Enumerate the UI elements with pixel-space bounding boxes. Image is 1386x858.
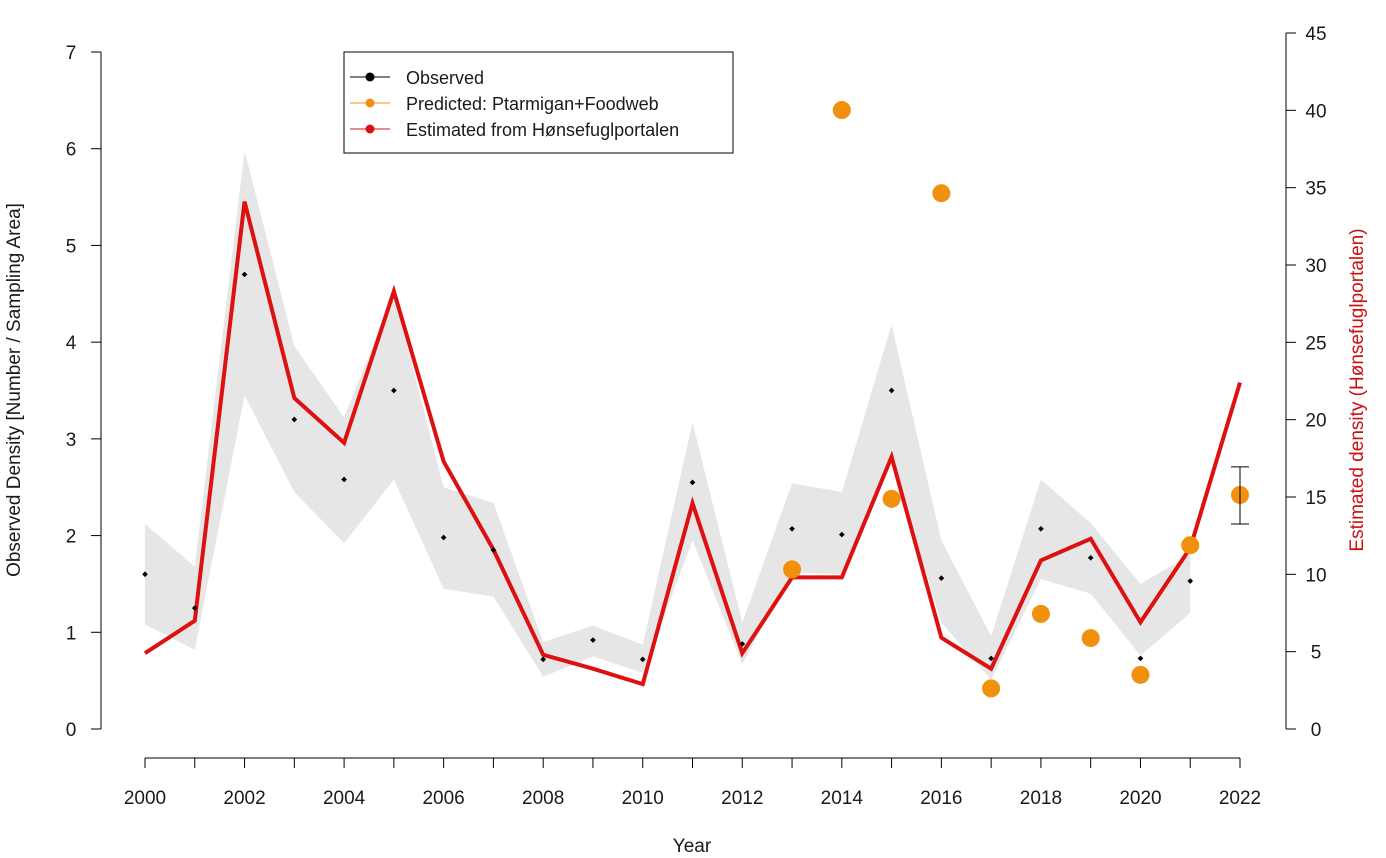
legend-box [343,51,734,154]
right-y-tick-label: 45 [1305,24,1326,45]
legend-entry-estimated: Estimated from Hønsefuglportalen [350,120,679,140]
x-axis-title: Year [673,836,712,857]
legend-observed-marker [365,72,375,82]
confidence-band-layer [145,150,1191,680]
observed-point [191,605,198,611]
observed-point [291,416,298,423]
legend-entry-predicted: Predicted: Ptarmigan+Foodweb [350,94,659,114]
x-tick-label: 2022 [1219,788,1261,809]
observed-point [1187,578,1194,584]
observed-point [590,637,596,643]
left-y-tick-label: 0 [66,720,77,741]
x-tick-label: 2004 [323,788,366,809]
x-tick-label: 2002 [223,788,265,809]
legend-entry-observed: Observed [350,68,484,88]
observed-point [838,531,845,538]
error-bar-layer [1231,466,1249,525]
observed-point [391,387,397,394]
left-y-tick-label: 7 [66,43,77,64]
left-y-tick-label: 1 [66,623,77,644]
predicted-point [832,101,851,120]
x-tick-label: 2020 [1119,788,1161,809]
legend-estimated-marker [365,124,375,134]
observed-series-layer [142,271,1194,663]
left-y-axis: 0 1 2 3 4 5 6 7 [66,43,102,741]
right-y-tick-label: 35 [1305,179,1326,200]
observed-point [789,525,795,532]
x-tick-label: 2010 [622,788,664,809]
observed-point [888,387,895,394]
left-y-tick-label: 6 [66,140,77,161]
predicted-point [982,679,1001,698]
legend: Observed Predicted: Ptarmigan+Foodweb Es… [343,51,734,154]
left-y-tick-label: 2 [66,527,77,548]
estimated-series-layer [143,201,1242,687]
observed-point [142,571,148,578]
right-y-tick-label: 30 [1305,256,1326,277]
observed-point [739,641,746,647]
x-tick-label: 2000 [124,788,166,809]
predicted-point [1081,629,1100,648]
right-y-axis-title: Estimated density (Hønsefuglportalen) [1347,228,1368,551]
x-axis: 2000 2002 2004 2006 2008 2010 2012 2014 2016 2018… [124,757,1261,809]
legend-observed-label: Observed [406,68,484,88]
predicted-point [882,489,901,508]
left-y-tick-label: 5 [66,236,77,257]
observed-point [440,534,447,541]
observed-point [241,271,248,278]
right-y-axis: 0 5 10 15 20 25 30 35 40 45 [1285,24,1327,741]
predicted-point [1031,604,1050,623]
confidence-band [145,150,1191,680]
observed-point [1087,554,1094,561]
x-tick-label: 2008 [522,788,564,809]
predicted-point [783,560,802,579]
observed-point [938,575,945,581]
left-y-axis-title: Observed Density [Number / Sampling Area… [4,203,25,577]
legend-predicted-label: Predicted: Ptarmigan+Foodweb [406,94,659,114]
predicted-point [1131,665,1150,684]
estimated-line [143,201,1242,687]
observed-point [689,479,696,486]
observed-point [490,547,497,553]
right-y-tick-label: 15 [1305,488,1326,509]
observed-point [540,656,547,663]
observed-point [988,655,994,662]
right-y-tick-label: 10 [1305,565,1326,586]
left-y-tick-label: 3 [66,430,77,451]
right-y-tick-label: 20 [1305,411,1326,432]
observed-point [639,656,646,663]
left-y-tick-label: 4 [66,333,77,354]
right-y-tick-label: 0 [1311,720,1322,741]
observed-point [341,476,347,483]
x-tick-label: 2006 [422,788,464,809]
predicted-point [932,184,951,203]
right-y-tick-label: 25 [1305,333,1326,354]
predicted-point [1181,536,1200,555]
x-tick-label: 2018 [1020,788,1062,809]
right-y-tick-label: 5 [1311,643,1322,664]
x-tick-label: 2016 [920,788,962,809]
legend-estimated-label: Estimated from Hønsefuglportalen [406,120,679,140]
observed-point [1038,525,1044,532]
observed-point [1137,655,1144,662]
legend-predicted-marker [365,98,375,108]
x-tick-label: 2012 [721,788,763,809]
right-y-tick-label: 40 [1305,101,1326,122]
x-tick-label: 2014 [821,788,864,809]
predicted-series-layer [783,101,1249,698]
